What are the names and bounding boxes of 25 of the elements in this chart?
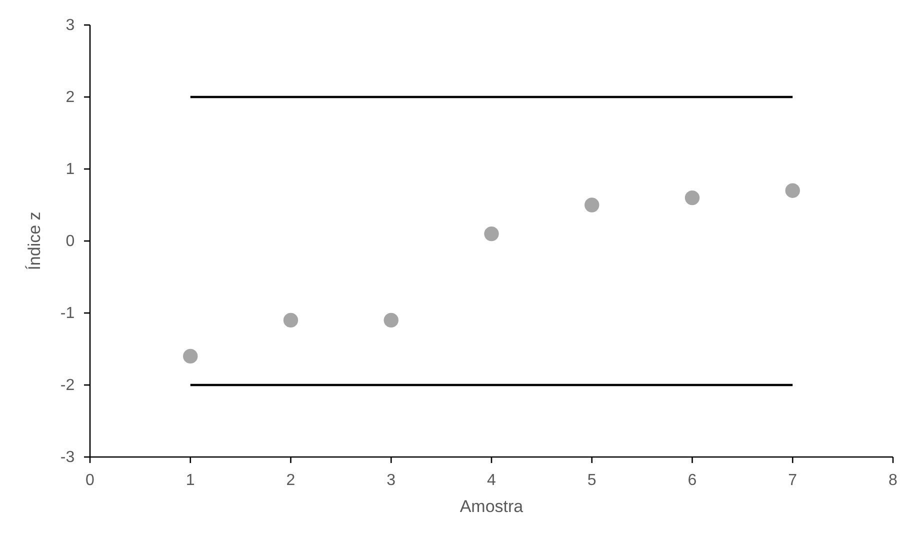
y-tick-label: -1 (60, 305, 75, 322)
x-axis-title: Amostra (460, 497, 524, 516)
point (484, 226, 499, 242)
x-tick-label: 3 (386, 472, 396, 490)
point (183, 348, 198, 364)
point (283, 312, 298, 328)
point (785, 183, 800, 198)
x-tick-label: 6 (688, 472, 697, 490)
x-tick-label: 1 (186, 472, 195, 490)
point (684, 190, 700, 206)
y-tick-label: 3 (66, 17, 75, 34)
y-tick-label: -3 (60, 449, 75, 466)
x-tick-label: 2 (286, 472, 296, 490)
x-tick-label: 8 (888, 472, 898, 490)
y-tick-label: 0 (66, 233, 75, 250)
point (584, 198, 600, 212)
y-tick-label: -2 (60, 377, 75, 394)
x-tick-label: 0 (86, 472, 95, 490)
x-tick-label: 5 (587, 472, 596, 490)
point (384, 312, 398, 328)
x-tick-label: 4 (487, 472, 496, 490)
y-axis-title: Índice z (25, 212, 44, 270)
x-tick-label: 7 (788, 472, 798, 490)
y-tick-label: 1 (66, 161, 75, 178)
y-tick-label: 2 (66, 89, 75, 106)
